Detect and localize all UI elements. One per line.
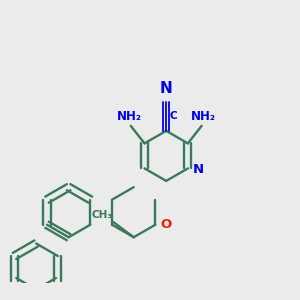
Text: C: C — [170, 112, 177, 122]
Text: CH₃: CH₃ — [91, 210, 112, 220]
Text: N: N — [193, 164, 204, 176]
Text: NH₂: NH₂ — [117, 110, 142, 123]
Text: O: O — [161, 218, 172, 231]
Text: N: N — [160, 81, 172, 96]
Text: NH₂: NH₂ — [190, 110, 216, 123]
